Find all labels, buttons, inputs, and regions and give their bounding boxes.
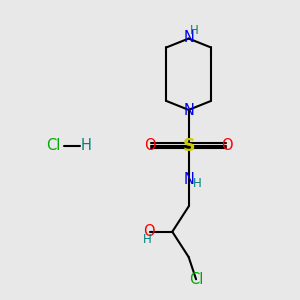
Text: H: H [193,177,201,190]
Text: O: O [144,138,156,153]
Text: H: H [81,138,92,153]
Text: N: N [183,172,194,187]
Text: O: O [221,138,233,153]
Text: O: O [143,224,154,239]
Text: H: H [143,233,152,246]
Text: Cl: Cl [189,272,203,287]
Text: Cl: Cl [46,138,61,153]
Text: H: H [190,24,199,37]
Text: S: S [182,136,195,154]
Text: N: N [183,30,194,45]
Text: N: N [183,103,194,118]
